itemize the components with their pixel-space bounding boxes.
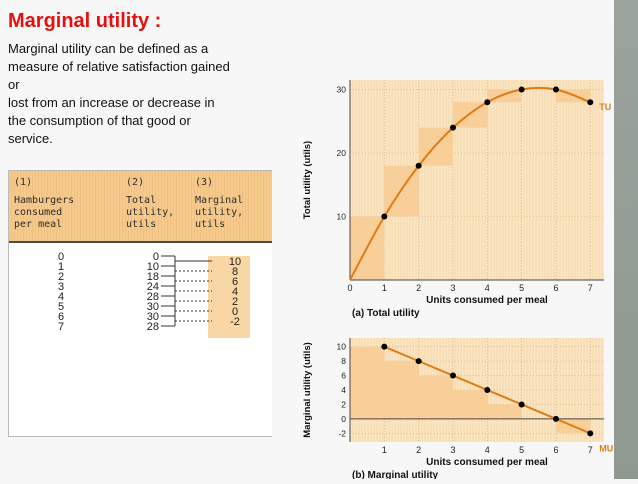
- utility-table: (1) Hamburgers consumed per meal (2) Tot…: [8, 170, 274, 437]
- marginal-utility-shade: [208, 256, 250, 338]
- x-tick-label: 3: [450, 283, 455, 293]
- marginal-utility-value: -2: [230, 316, 240, 328]
- data-point: [484, 99, 490, 105]
- x-tick-label: 7: [588, 283, 593, 293]
- chart-caption: (a) Total utility: [352, 308, 420, 319]
- data-point: [450, 373, 456, 379]
- x-axis-label: Units consumed per meal: [426, 457, 548, 468]
- x-tick-label: 2: [416, 445, 421, 455]
- data-point: [381, 344, 387, 350]
- slide-side-strip: [614, 0, 638, 479]
- x-axis-label: Units consumed per meal: [426, 295, 548, 306]
- data-point: [519, 87, 525, 93]
- definition-line: lost from an increase or decrease in: [8, 94, 264, 112]
- definition-line: or: [8, 76, 264, 94]
- y-tick-label: 10: [337, 342, 347, 352]
- data-point: [519, 401, 525, 407]
- x-tick-label: 7: [588, 445, 593, 455]
- marginal-block: [487, 404, 521, 418]
- data-point: [587, 430, 593, 436]
- data-point: [553, 87, 559, 93]
- marginal-block: [384, 361, 418, 419]
- slide-title: Marginal utility :: [8, 10, 161, 33]
- x-tick-label: 4: [485, 445, 490, 455]
- y-tick-label: -2: [338, 428, 346, 438]
- definition-text: Marginal utility can be defined as a mea…: [8, 40, 264, 148]
- data-point: [484, 387, 490, 393]
- x-tick-label: 1: [382, 283, 387, 293]
- definition-line: measure of relative satisfaction gained: [8, 58, 264, 76]
- data-point: [450, 125, 456, 131]
- y-tick-label: 30: [337, 85, 347, 95]
- series-label: MU: [599, 443, 613, 453]
- chart-caption: (b) Marginal utility: [352, 470, 439, 479]
- x-tick-label: 5: [519, 445, 524, 455]
- data-point: [587, 99, 593, 105]
- definition-line: Marginal utility can be defined as a: [8, 40, 264, 58]
- marginal-block: [419, 376, 453, 419]
- y-tick-label: 4: [341, 385, 346, 395]
- definition-line: the consumption of that good or: [8, 112, 264, 130]
- y-tick-label: 2: [341, 399, 346, 409]
- data-point: [416, 163, 422, 169]
- y-tick-label: 10: [337, 212, 347, 222]
- x-tick-label: 0: [347, 283, 352, 293]
- x-tick-label: 4: [485, 283, 490, 293]
- data-point: [381, 214, 387, 220]
- y-tick-label: 8: [341, 356, 346, 366]
- series-label: TU: [599, 102, 611, 112]
- marginal-block: [350, 347, 384, 419]
- x-tick-label: 6: [553, 445, 558, 455]
- hamburgers-value: 7: [58, 321, 64, 333]
- y-axis-label: Total utility (utils): [302, 141, 313, 219]
- x-tick-label: 6: [553, 283, 558, 293]
- x-tick-label: 5: [519, 283, 524, 293]
- marginal-block: [453, 390, 487, 419]
- x-tick-label: 1: [382, 445, 387, 455]
- y-axis-label: Marginal utility (utils): [302, 342, 313, 438]
- x-tick-label: 3: [450, 445, 455, 455]
- y-tick-label: 20: [337, 148, 347, 158]
- definition-line: service.: [8, 130, 264, 148]
- data-point: [416, 358, 422, 364]
- y-tick-label: 6: [341, 371, 346, 381]
- data-point: [553, 416, 559, 422]
- x-tick-label: 2: [416, 283, 421, 293]
- y-tick-label: 0: [341, 414, 346, 424]
- total-utility-value: 28: [147, 321, 159, 333]
